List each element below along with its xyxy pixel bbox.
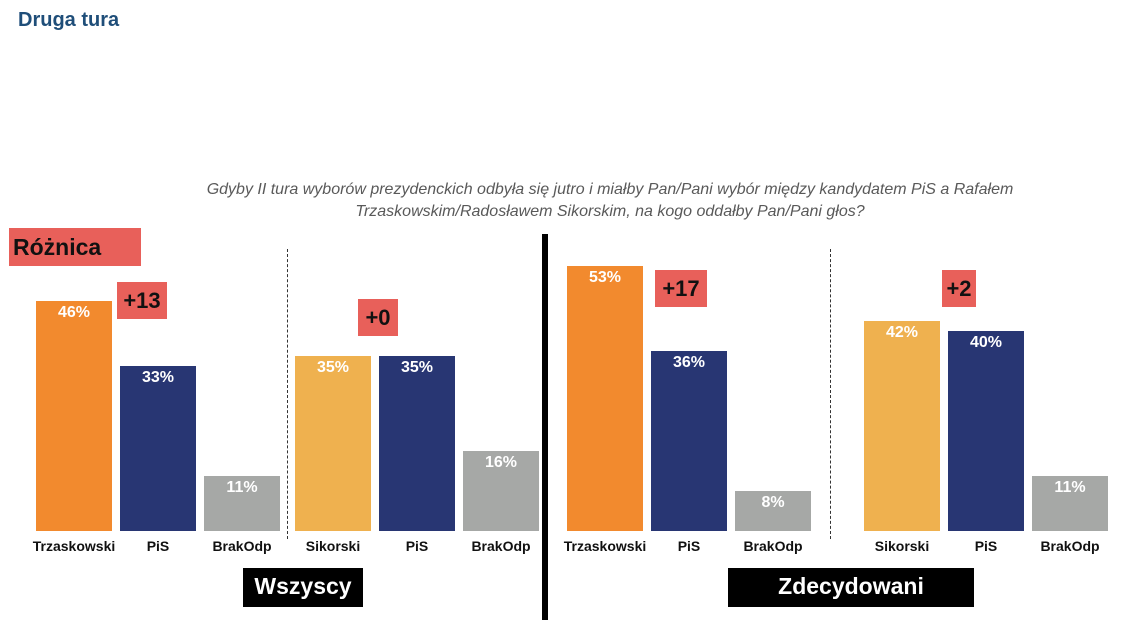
bar-value-label: 36%	[672, 354, 706, 371]
bar-brakodp	[1032, 476, 1108, 531]
difference-badge: +13	[117, 282, 167, 319]
bar-pis	[120, 366, 196, 531]
bar-value-label: 33%	[141, 369, 175, 386]
bar-brakodp	[735, 491, 811, 531]
group-label-wszyscy: Wszyscy	[243, 568, 363, 607]
bar-value-label: 11%	[226, 479, 258, 496]
bar-value-label: 46%	[57, 304, 91, 321]
category-label: Sikorski	[874, 538, 930, 554]
difference-badge: +0	[358, 299, 398, 336]
bar-value-label: 53%	[588, 269, 622, 286]
bar-brakodp	[463, 451, 539, 531]
bar-value-label: 11%	[1054, 479, 1086, 496]
question-line-2: Trzaskowskim/Radosławem Sikorskim, na ko…	[355, 203, 865, 220]
bar-value-label: 35%	[316, 359, 350, 376]
category-label: BrakOdp	[212, 538, 272, 554]
category-label: Trzaskowski	[32, 538, 116, 554]
bar-sikorski	[295, 356, 371, 531]
bar-trzaskowski	[567, 266, 643, 531]
bar-value-label: 16%	[484, 454, 518, 471]
difference-badge: +2	[942, 270, 976, 307]
category-label: PiS	[974, 538, 998, 554]
panel-divider-right	[830, 249, 831, 539]
bar-pis	[379, 356, 455, 531]
difference-legend: Różnica	[9, 228, 141, 266]
bar-value-label: 35%	[400, 359, 434, 376]
category-label: BrakOdp	[471, 538, 531, 554]
panel-divider-left	[287, 249, 288, 539]
category-label: PiS	[677, 538, 701, 554]
bar-trzaskowski	[36, 301, 112, 531]
category-label: Sikorski	[305, 538, 361, 554]
question-line-1: Gdyby II tura wyborów prezydenckich odby…	[206, 181, 1014, 198]
group-divider	[542, 234, 548, 620]
category-label: PiS	[146, 538, 170, 554]
question-text: Gdyby II tura wyborów prezydenckich odby…	[150, 179, 1070, 223]
difference-badge: +17	[655, 270, 707, 307]
group-label-zdecydowani: Zdecydowani	[728, 568, 974, 607]
page-title: Druga tura	[18, 9, 120, 31]
category-label: BrakOdp	[1040, 538, 1100, 554]
bar-pis	[948, 331, 1024, 531]
category-label: Trzaskowski	[563, 538, 647, 554]
bar-value-label: 8%	[761, 494, 785, 511]
bar-value-label: 40%	[969, 334, 1003, 351]
bar-sikorski	[864, 321, 940, 531]
bar-pis	[651, 351, 727, 531]
bar-value-label: 42%	[885, 324, 919, 341]
bar-brakodp	[204, 476, 280, 531]
category-label: PiS	[405, 538, 429, 554]
category-label: BrakOdp	[743, 538, 803, 554]
